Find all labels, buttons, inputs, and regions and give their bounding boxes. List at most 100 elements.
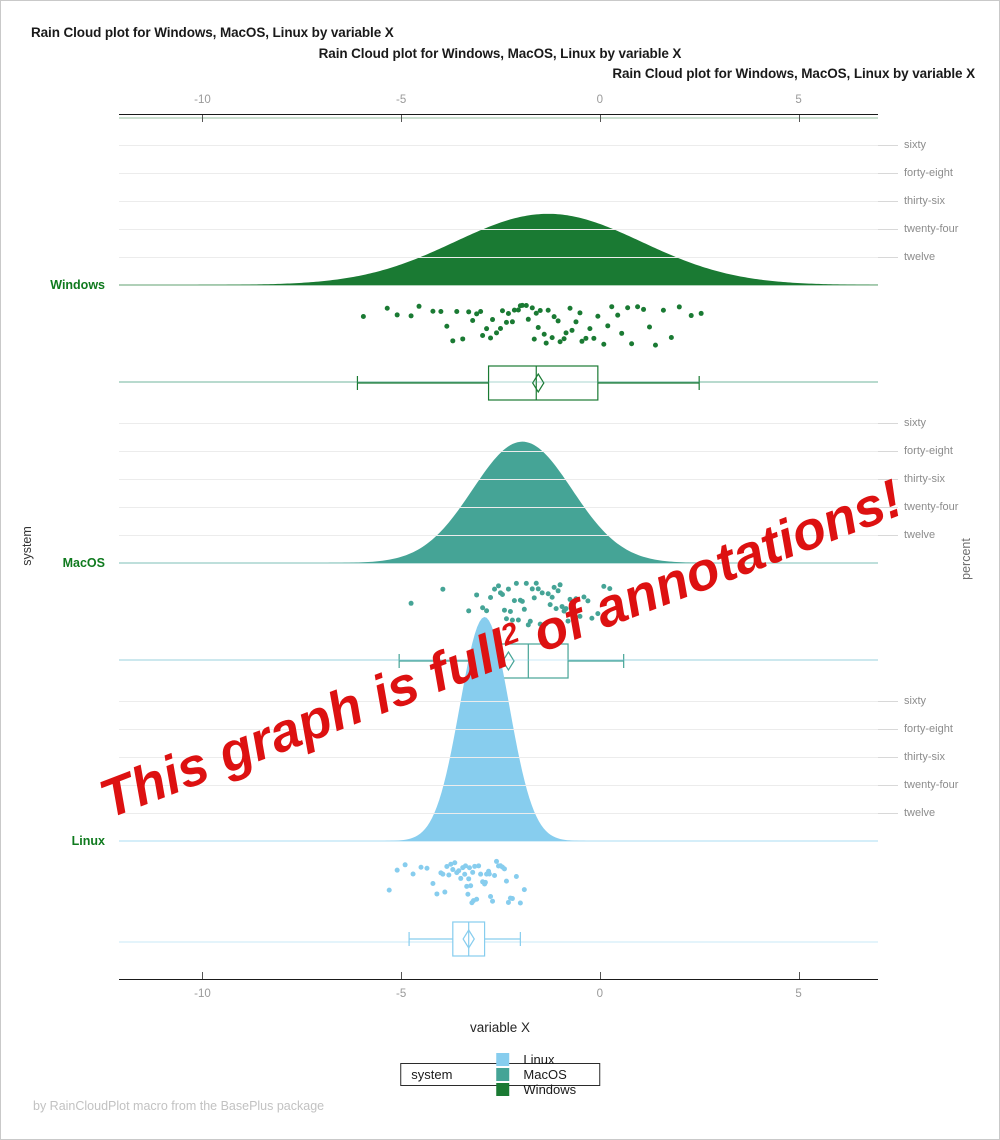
scatter-point <box>458 875 464 881</box>
scatter-point <box>515 307 521 313</box>
scatter-point <box>688 313 694 319</box>
scatter-point <box>577 613 583 619</box>
percent-tick-label: sixty <box>904 695 926 707</box>
scatter-point <box>557 582 563 588</box>
scatter-points-linux <box>386 858 527 906</box>
scatter-point <box>470 869 476 875</box>
percent-gridline <box>119 785 878 786</box>
title-center: Rain Cloud plot for Windows, MacOS, Linu… <box>318 46 682 61</box>
percent-gridline <box>119 507 878 508</box>
scatter-point <box>474 311 480 317</box>
scatter-point <box>565 618 571 624</box>
plot-area: -10 -5 0 5 -10 -5 0 5 twelve twenty-four thirty-… <box>50 94 958 1000</box>
scatter-point <box>470 318 476 324</box>
percent-gridline <box>119 813 878 814</box>
scatter-point <box>408 600 414 606</box>
legend[interactable]: system Linux MacOS Windows <box>400 1052 600 1097</box>
percent-tick-label: thirty-six <box>904 473 945 485</box>
percent-tick-label: twenty-four <box>904 501 959 513</box>
scatter-point <box>488 335 494 341</box>
scatter-point <box>547 602 553 608</box>
scatter-point <box>698 310 704 316</box>
legend-item-macos[interactable]: MacOS <box>496 1067 567 1082</box>
scatter-point <box>537 308 543 314</box>
scatter-point <box>466 876 472 882</box>
scatter-point <box>509 896 515 902</box>
scatter-point <box>410 871 416 877</box>
scatter-point <box>418 864 424 870</box>
scatter-point <box>629 341 635 347</box>
scatter-point <box>545 307 551 313</box>
scatter-point <box>529 586 535 592</box>
x-axis-top-line <box>119 114 878 115</box>
scatter-point <box>589 615 595 621</box>
scatter-points-macos <box>408 580 613 628</box>
scatter-point <box>545 591 551 597</box>
scatter-point <box>466 608 472 614</box>
scatter-point <box>551 314 557 320</box>
legend-title: system <box>411 1067 453 1082</box>
scatter-point <box>563 606 569 612</box>
scatter-point <box>525 316 531 322</box>
scatter-point <box>501 607 507 613</box>
x-axis-bottom-line <box>119 979 878 980</box>
x-tick <box>599 972 601 979</box>
scatter-point <box>569 605 575 611</box>
scatter-point <box>488 595 494 600</box>
scatter-point <box>438 308 444 314</box>
scatter-point <box>424 865 430 871</box>
scatter-point <box>465 891 471 897</box>
scatter-point <box>408 313 414 319</box>
y-axis-title: system <box>20 526 34 566</box>
scatter-point <box>494 330 500 336</box>
percent-gridline <box>119 757 878 758</box>
percent-tick <box>878 423 898 424</box>
scatter-point <box>579 338 585 344</box>
percent-tick <box>878 701 898 702</box>
x-tick <box>798 972 800 979</box>
scatter-point <box>499 308 505 314</box>
scatter-point <box>478 871 484 877</box>
scatter-point <box>519 302 525 308</box>
scatter-point <box>577 310 583 316</box>
scatter-point <box>676 304 682 310</box>
scatter-point <box>519 598 525 604</box>
percent-tick <box>878 173 898 174</box>
scatter-point <box>496 583 501 589</box>
percent-gridline <box>119 423 878 424</box>
scatter-point <box>394 312 400 318</box>
scatter-point <box>595 313 601 319</box>
scatter-point <box>513 873 519 879</box>
scatter-point <box>569 327 575 333</box>
legend-items: Linux MacOS Windows <box>496 1052 588 1097</box>
scatter-point <box>517 900 523 906</box>
scatter-point <box>523 303 529 309</box>
boxplot-windows <box>356 365 700 401</box>
scatter-point <box>456 868 462 874</box>
scatter-point <box>360 313 366 319</box>
density-curve-macos <box>119 441 878 563</box>
boxplot-linux <box>408 921 521 957</box>
scatter-point <box>463 863 469 869</box>
percent-gridline <box>119 729 878 730</box>
scatter-point <box>561 336 567 342</box>
scatter-point <box>488 893 494 899</box>
scatter-point <box>601 583 607 589</box>
percent-gridline <box>119 535 878 536</box>
x-tick-label: -10 <box>194 94 211 106</box>
scatter-point <box>668 335 674 341</box>
legend-item-linux[interactable]: Linux <box>496 1052 566 1067</box>
category-label-windows: Windows <box>50 278 105 292</box>
scatter-point <box>430 881 436 887</box>
scatter-point <box>543 620 549 626</box>
percent-gridline <box>119 701 878 702</box>
scatter-point <box>454 308 460 314</box>
legend-item-windows[interactable]: Windows <box>496 1082 588 1097</box>
scatter-point <box>450 867 456 873</box>
percent-tick-label: thirty-six <box>904 195 945 207</box>
x-tick-label: 5 <box>795 988 802 1000</box>
percent-tick <box>878 229 898 230</box>
scatter-point <box>464 883 470 889</box>
y2-axis-title: percent <box>959 538 973 580</box>
percent-tick-label: forty-eight <box>904 167 953 179</box>
